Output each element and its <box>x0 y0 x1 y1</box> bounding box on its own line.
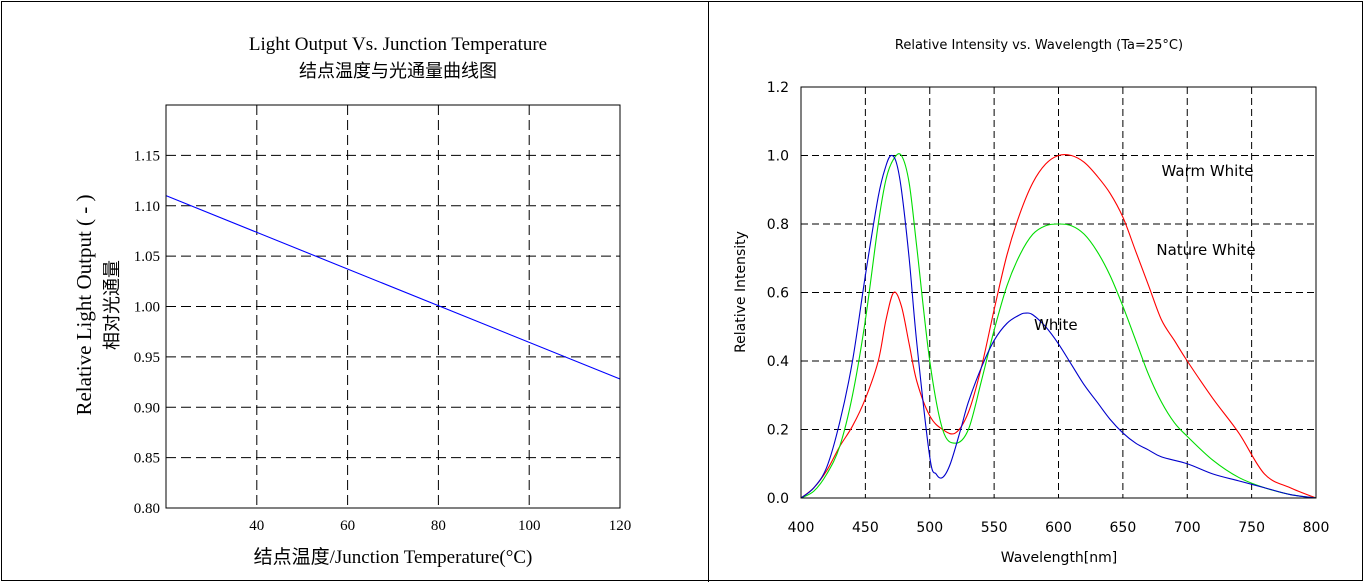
chart2-x-tick-label: 600 <box>1045 520 1072 536</box>
chart2-series-annotation: Nature White <box>1156 241 1255 259</box>
chart1-y-tick-label: 0.85 <box>134 451 160 467</box>
chart2-plot-frame <box>800 86 1317 499</box>
chart2-y-ticks: 0.0 0.2 0.4 0.6 0.8 1.0 1.2 <box>767 80 789 507</box>
relative-intensity-chart: Relative Intensity vs. Wavelength (Ta=25… <box>733 38 1330 566</box>
chart2-x-tick-label: 400 <box>788 520 815 536</box>
chart1-x-ticks: 40 60 80 100 120 <box>249 518 631 534</box>
chart1-x-tick-label: 60 <box>340 518 355 534</box>
chart2-x-tick-label: 500 <box>916 520 943 536</box>
chart1-series <box>165 195 621 380</box>
chart2-series-annotation: Warm White <box>1162 162 1254 180</box>
chart1-y-label: Relative Light Output ( - ) <box>72 194 96 415</box>
chart1-y-tick-label: 0.95 <box>134 350 160 366</box>
chart2-grid <box>801 87 1316 498</box>
chart1-y-tick-label: 1.05 <box>134 249 160 265</box>
chart2-series-line <box>800 153 1317 499</box>
chart1-x-tick-label: 40 <box>249 518 264 534</box>
light-output-chart: Light Output Vs. Junction Temperature 结点… <box>72 34 631 568</box>
chart2-y-tick-label: 1.2 <box>767 80 789 96</box>
chart2-series <box>800 153 1317 499</box>
chart2-y-label: Relative Intensity <box>733 231 749 353</box>
chart2-y-tick-label: 0.8 <box>767 217 789 233</box>
chart1-subtitle: 结点温度与光通量曲线图 <box>299 61 497 81</box>
chart1-y-tick-label: 0.90 <box>134 400 160 416</box>
chart1-y-tick-label: 0.80 <box>134 501 160 517</box>
chart1-x-tick-label: 100 <box>518 518 541 534</box>
chart1-x-tick-label: 80 <box>431 518 446 534</box>
chart2-series-line <box>800 154 1317 499</box>
chart2-series-annotation: White <box>1034 316 1078 334</box>
chart2-annotations: Warm White Nature White White <box>1034 162 1256 334</box>
chart1-y-tick-label: 1.15 <box>134 148 160 164</box>
chart1-title: Light Output Vs. Junction Temperature <box>249 34 547 55</box>
chart2-series-line <box>800 153 1317 499</box>
chart2-x-tick-label: 700 <box>1174 520 1201 536</box>
chart2-y-tick-label: 0.2 <box>767 423 789 439</box>
chart2-x-label: Wavelength[nm] <box>1001 550 1117 566</box>
chart2-x-tick-label: 750 <box>1238 520 1265 536</box>
chart2-y-tick-label: 0.6 <box>767 286 789 302</box>
chart1-y-tick-label: 1.10 <box>134 199 160 215</box>
chart2-title: Relative Intensity vs. Wavelength (Ta=25… <box>895 38 1183 53</box>
chart1-series-line <box>165 195 621 380</box>
chart1-grid <box>166 105 620 508</box>
chart2-y-tick-label: 1.0 <box>767 149 789 165</box>
chart2-x-tick-label: 650 <box>1110 520 1137 536</box>
chart1-plot-frame <box>165 104 621 509</box>
chart1-y-tick-label: 1.00 <box>134 300 160 316</box>
chart2-x-ticks: 400 450 500 550 600 650 700 750 800 <box>788 520 1330 536</box>
chart2-x-tick-label: 450 <box>852 520 879 536</box>
chart2-y-tick-label: 0.4 <box>767 354 789 370</box>
panel-divider <box>708 2 709 582</box>
chart1-x-tick-label: 120 <box>609 518 632 534</box>
chart2-x-tick-label: 800 <box>1303 520 1330 536</box>
chart2-x-tick-label: 550 <box>981 520 1008 536</box>
chart1-y-label-cn: 相对光通量 <box>102 260 122 350</box>
chart1-y-ticks: 0.80 0.85 0.90 0.95 1.00 1.05 1.10 1.15 <box>134 148 160 517</box>
chart2-y-tick-label: 0.0 <box>767 491 789 507</box>
chart1-x-label: 结点温度/Junction Temperature(°C) <box>254 546 533 568</box>
